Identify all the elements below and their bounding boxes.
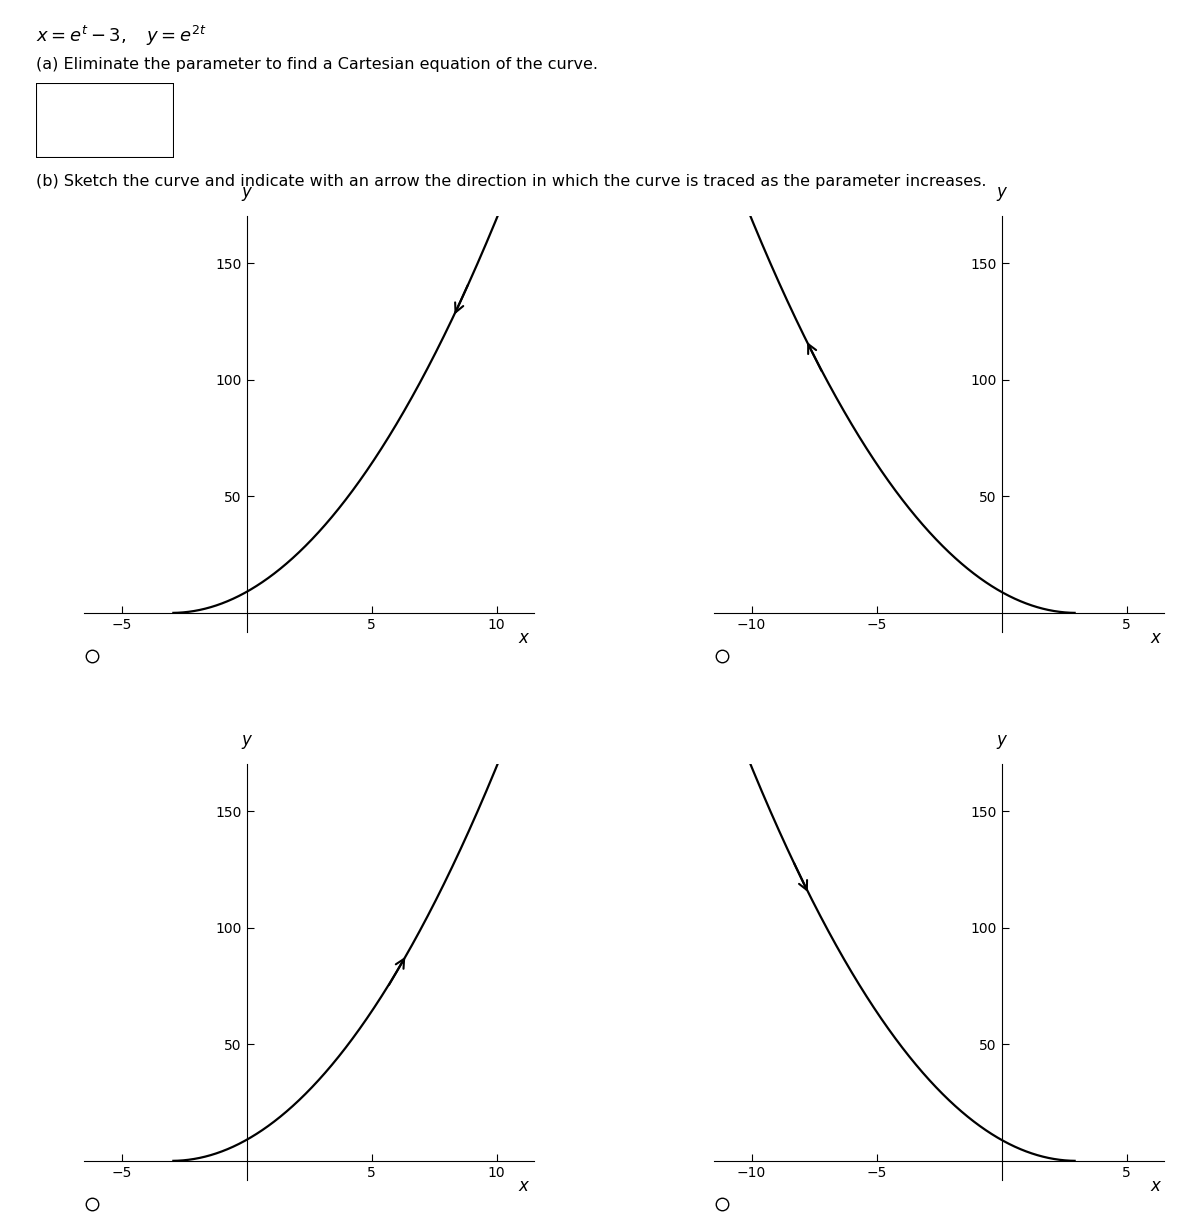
Text: (b) Sketch the curve and indicate with an arrow the direction in which the curve: (b) Sketch the curve and indicate with a… bbox=[36, 174, 986, 188]
Text: y: y bbox=[241, 731, 252, 749]
Text: x: x bbox=[1151, 629, 1160, 647]
Text: y: y bbox=[241, 182, 252, 201]
Text: (a) Eliminate the parameter to find a Cartesian equation of the curve.: (a) Eliminate the parameter to find a Ca… bbox=[36, 57, 598, 72]
Text: y: y bbox=[996, 731, 1007, 749]
Text: y: y bbox=[996, 182, 1007, 201]
Text: x: x bbox=[1151, 1177, 1160, 1195]
Text: $x = e^t - 3,$   $y = e^{2t}$: $x = e^t - 3,$ $y = e^{2t}$ bbox=[36, 24, 206, 49]
Text: x: x bbox=[518, 1177, 528, 1195]
Text: x: x bbox=[518, 629, 528, 647]
